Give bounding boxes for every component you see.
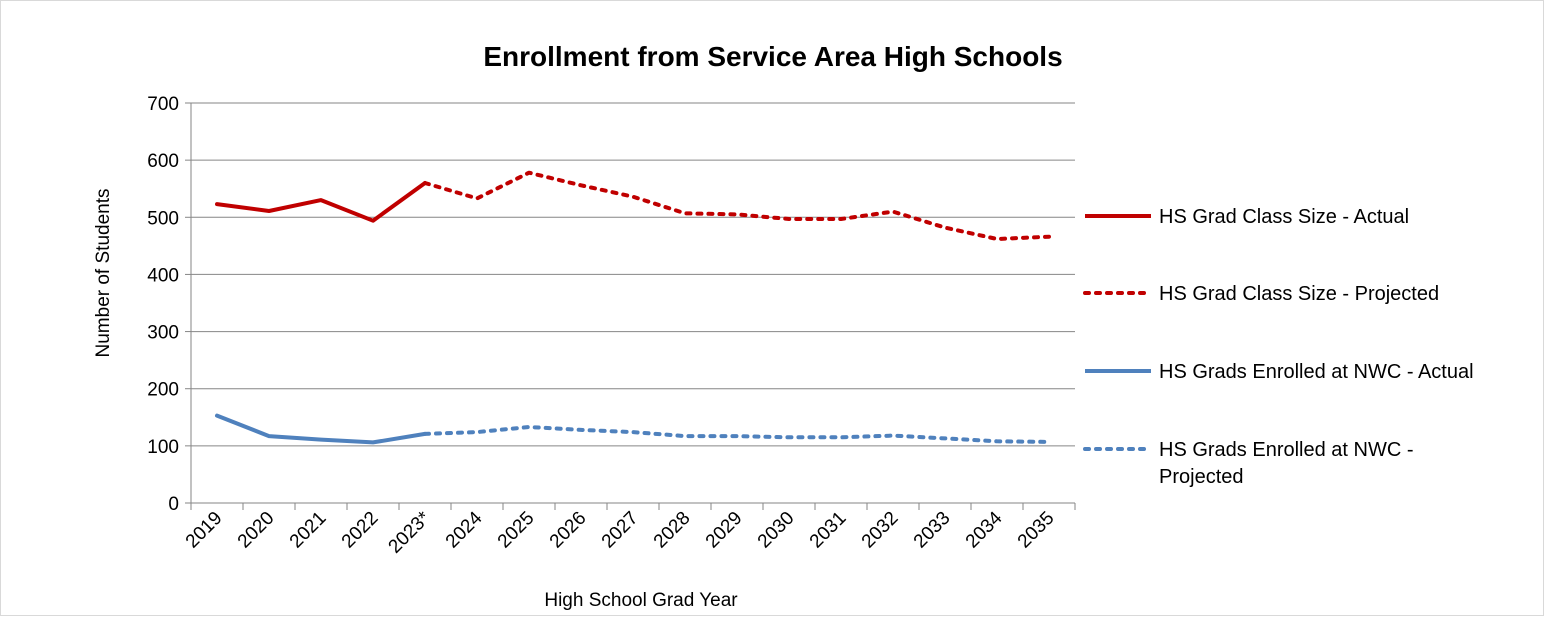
- y-tick-label: 100: [147, 437, 179, 458]
- x-tick-label: 2027: [598, 508, 643, 553]
- legend: HS Grad Class Size - Actual HS Grad Class…: [1083, 206, 1474, 488]
- series-lines: [215, 170, 1051, 445]
- series-line: [215, 181, 427, 223]
- y-axis-title: Number of Students: [93, 189, 114, 358]
- chart-title: Enrollment from Service Area High School…: [483, 41, 1062, 72]
- x-tick-labels: 2019 2020 2021 2022 2023* 2024 2025 2026 2027 202…: [182, 507, 1059, 557]
- y-tick-label: 700: [147, 94, 179, 115]
- y-tick-label: 300: [147, 323, 179, 344]
- y-tick-label: 500: [147, 208, 179, 229]
- x-tick-label: 2033: [910, 508, 955, 553]
- x-tick-label: 2022: [338, 508, 383, 553]
- x-tick-label: 2028: [650, 508, 695, 553]
- legend-label: HS Grads Enrolled at NWC -: [1159, 439, 1414, 461]
- x-tick-label: 2026: [546, 508, 591, 553]
- x-tick-label: 2034: [962, 507, 1007, 552]
- axes: [185, 102, 1076, 510]
- x-tick-label: 2029: [702, 508, 747, 553]
- x-tick-label: 2024: [442, 507, 487, 552]
- x-tick-label: 2019: [182, 508, 227, 553]
- y-tick-label: 200: [147, 380, 179, 401]
- x-tick-label: 2032: [858, 508, 903, 553]
- y-tick-labels: 0 100 200 300 400 500 600 700: [147, 94, 179, 515]
- series-line: [215, 413, 427, 445]
- legend-label: HS Grads Enrolled at NWC - Actual: [1159, 361, 1474, 383]
- y-tick-label: 0: [168, 494, 179, 515]
- legend-label: HS Grad Class Size - Actual: [1159, 206, 1409, 228]
- x-tick-label: 2025: [494, 508, 539, 553]
- x-tick-label: 2021: [286, 508, 331, 553]
- x-tick-label: 2031: [806, 508, 851, 553]
- x-tick-label: 2035: [1014, 508, 1059, 553]
- legend-label: Projected: [1159, 466, 1244, 488]
- x-tick-label: 2020: [234, 508, 279, 553]
- y-tick-label: 600: [147, 151, 179, 172]
- series-line: [423, 170, 1051, 241]
- gridlines: [191, 102, 1075, 447]
- series-line: [423, 425, 1051, 444]
- y-tick-label: 400: [147, 265, 179, 286]
- x-axis-title: High School Grad Year: [544, 590, 738, 611]
- x-tick-label: 2030: [754, 508, 799, 553]
- legend-label: HS Grad Class Size - Projected: [1159, 283, 1439, 305]
- x-tick-label: 2023*: [385, 507, 435, 557]
